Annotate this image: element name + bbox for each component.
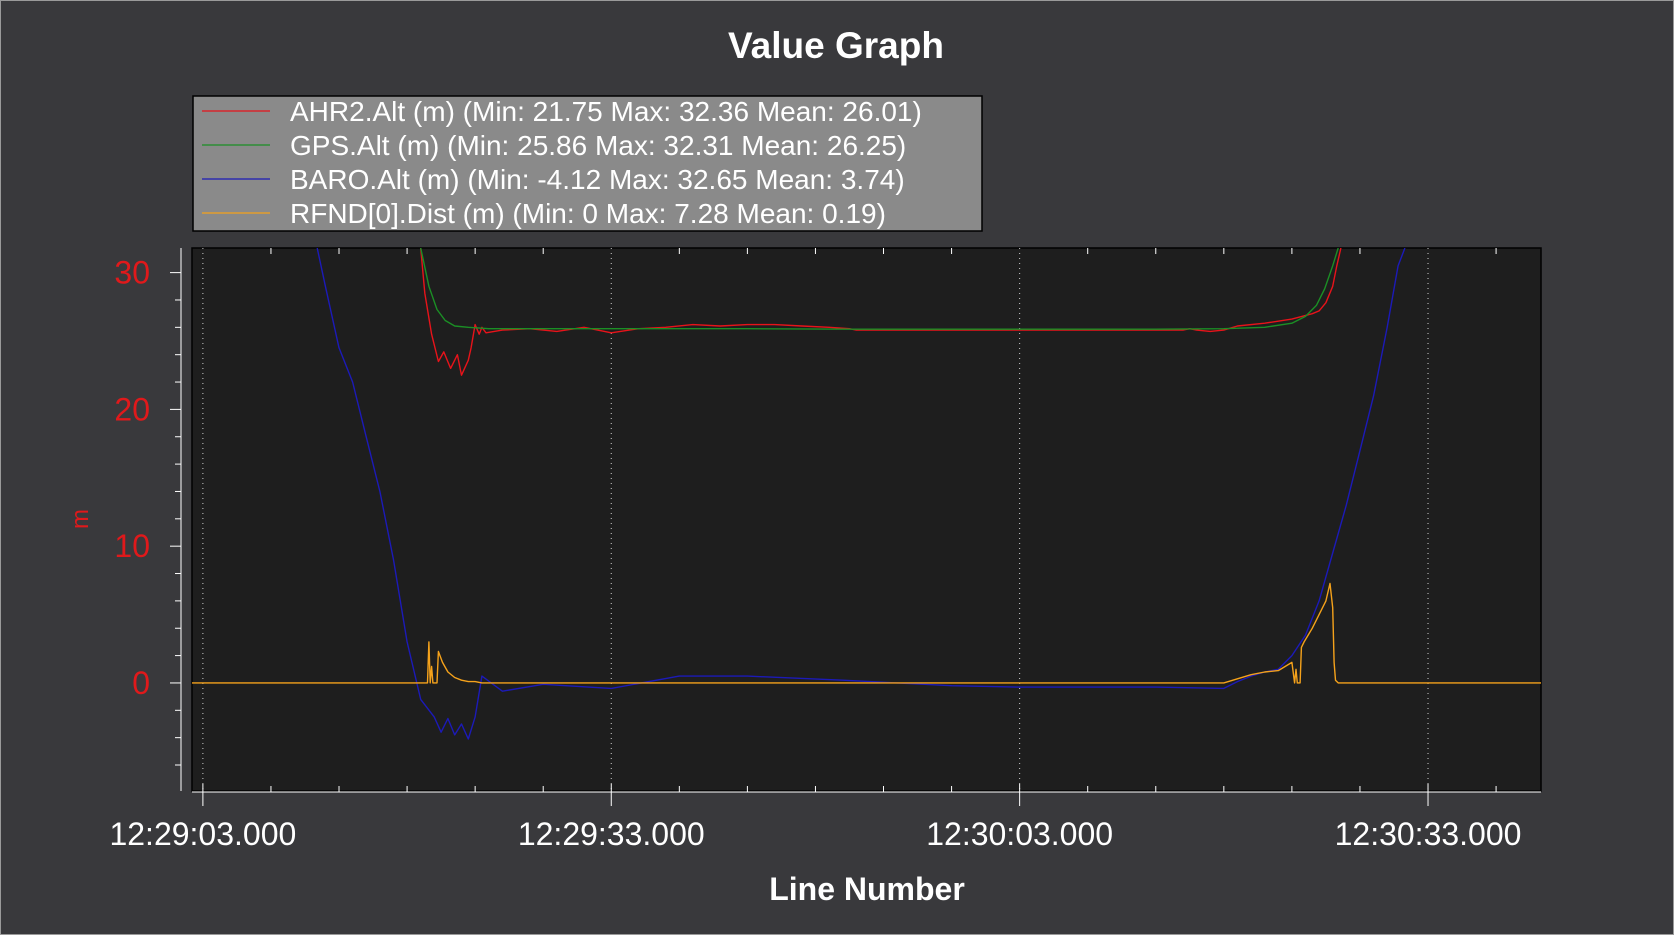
series-line-1[interactable] <box>420 248 1342 376</box>
legend: AHR2.Alt (m) (Min: 21.75 Max: 32.36 Mean… <box>192 95 983 232</box>
legend-label: AHR2.Alt (m) (Min: 21.75 Max: 32.36 Mean… <box>290 96 922 127</box>
plot-area[interactable] <box>191 247 1542 792</box>
legend-label: GPS.Alt (m) (Min: 25.86 Max: 32.31 Mean:… <box>290 130 906 161</box>
y-tick-label: 30 <box>114 255 150 291</box>
y-axis-label: m <box>67 509 94 529</box>
legend-label: BARO.Alt (m) (Min: -4.12 Max: 32.65 Mean… <box>290 164 905 195</box>
x-tick-label: 12:30:33.000 <box>1335 816 1522 852</box>
x-tick-label: 12:29:33.000 <box>518 816 705 852</box>
axes: 12:29:03.000 12:29:33.000 12:30:03.000 12:3… <box>109 248 1541 852</box>
legend-box <box>192 95 983 232</box>
y-tick-label: 10 <box>114 528 150 564</box>
series-lines <box>192 248 1541 740</box>
series-line-4[interactable] <box>192 582 1541 684</box>
legend-label: RFND[0].Dist (m) (Min: 0 Max: 7.28 Mean:… <box>290 198 886 229</box>
chart-title: Value Graph <box>728 25 944 66</box>
y-tick-label: 20 <box>114 391 150 427</box>
series-line-3[interactable] <box>316 248 1406 740</box>
x-tick-label: 12:29:03.000 <box>109 816 296 852</box>
x-tick-label: 12:30:03.000 <box>926 816 1113 852</box>
series-line-2[interactable] <box>420 248 1339 330</box>
y-tick-label: 0 <box>132 665 150 701</box>
grid-lines <box>202 248 1429 791</box>
x-axis-label: Line Number <box>769 871 965 907</box>
